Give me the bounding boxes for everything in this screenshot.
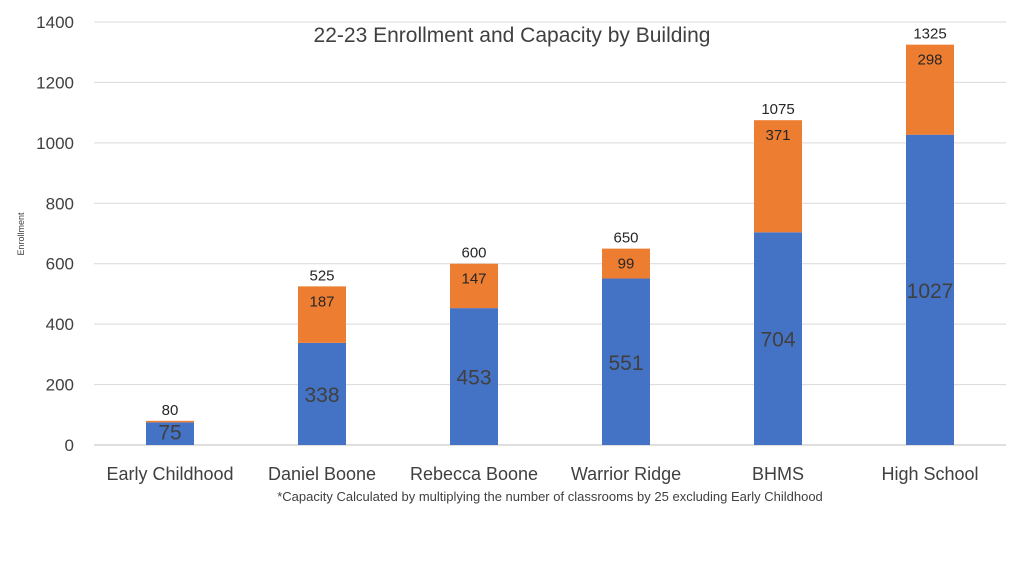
bar-capacity-4 [754, 120, 802, 233]
bar-enrollment-0 [146, 422, 194, 445]
total-label-3: 650 [613, 230, 638, 247]
y-tick-label-600: 600 [46, 255, 74, 274]
enrollment-label-4: 704 [760, 329, 795, 352]
y-axis-label: Enrollment [16, 212, 26, 256]
y-tick-label-1200: 1200 [36, 73, 74, 92]
total-label-2: 600 [461, 245, 486, 262]
bar-enrollment-1 [298, 342, 346, 445]
gridlines [94, 21, 1006, 446]
capacity-label-4: 371 [765, 127, 790, 144]
total-label-5: 1325 [913, 26, 946, 43]
bars: 80 75 525 338 187 600 453 147 650 551 99 1075 704 371… [146, 26, 954, 445]
y-tick-label-1400: 1400 [36, 13, 74, 32]
chart-footnote: *Capacity Calculated by multiplying the … [277, 489, 823, 504]
enrollment-label-0: 75 [158, 421, 181, 444]
capacity-label-2: 147 [461, 271, 486, 288]
y-tick-label-0: 0 [65, 436, 74, 455]
enrollment-label-5: 1027 [907, 280, 954, 303]
bar-enrollment-3 [602, 278, 650, 445]
x-tick-label-3: Warrior Ridge [571, 464, 681, 484]
capacity-label-1: 187 [309, 293, 334, 310]
chart-title: 22-23 Enrollment and Capacity by Buildin… [314, 24, 711, 47]
total-label-1: 525 [309, 267, 334, 284]
y-tick-label-800: 800 [46, 194, 74, 213]
y-tick-label-200: 200 [46, 376, 74, 395]
enrollment-label-2: 453 [456, 367, 491, 390]
bar-capacity-3 [602, 248, 650, 279]
bar-capacity-5 [906, 44, 954, 135]
enrollment-label-3: 551 [608, 352, 643, 375]
bar-capacity-2 [450, 263, 498, 309]
x-tick-label-2: Rebecca Boone [410, 464, 538, 484]
bar-enrollment-2 [450, 308, 498, 445]
x-tick-label-1: Daniel Boone [268, 464, 376, 484]
x-tick-label-4: BHMS [752, 464, 804, 484]
capacity-label-5: 298 [917, 52, 942, 69]
enrollment-label-1: 338 [304, 384, 339, 407]
total-label-4: 1075 [761, 101, 794, 118]
y-axis-ticks: 0 200 400 600 800 1000 1200 1400 [36, 13, 74, 455]
bar-enrollment-5 [906, 134, 954, 445]
y-tick-label-400: 400 [46, 315, 74, 334]
bar-capacity-1 [298, 286, 346, 343]
x-axis-ticks: Early Childhood Daniel Boone Rebecca Boone… [106, 464, 978, 484]
capacity-label-3: 99 [618, 256, 635, 273]
bar-capacity-0 [146, 420, 194, 423]
x-tick-label-0: Early Childhood [106, 464, 233, 484]
total-label-0: 80 [162, 402, 179, 419]
x-tick-label-5: High School [881, 464, 978, 484]
bar-enrollment-4 [754, 232, 802, 445]
y-tick-label-1000: 1000 [36, 134, 74, 153]
